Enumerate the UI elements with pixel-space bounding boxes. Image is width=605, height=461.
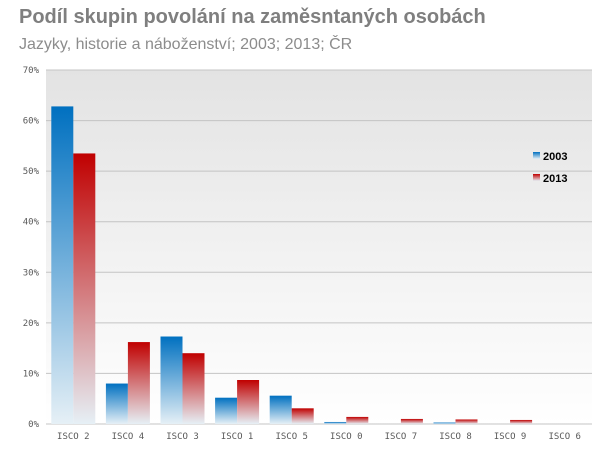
y-tick-label: 60% [23,117,40,127]
bar-2003-isco-8 [433,422,456,424]
legend-label: 2003 [543,151,567,163]
legend-label: 2013 [543,173,567,185]
x-tick-label: ISCO 0 [330,432,363,442]
bar-2003-isco-3 [160,336,183,424]
legend-swatch [533,152,540,159]
x-axis: ISCO 2 ISCO 4 ISCO 3 ISCO 1 ISCO 5 ISCO 0 ISCO… [57,432,581,442]
y-tick-label: 0% [28,420,39,430]
x-tick-label: ISCO 3 [166,432,199,442]
chart-title: Podíl skupin povolání na zaměsntaných os… [19,6,486,28]
y-tick-label: 30% [23,268,40,278]
x-tick-label: ISCO 2 [57,432,90,442]
legend-swatch [533,174,540,181]
x-tick-label: ISCO 1 [221,432,254,442]
bar-2003-isco-1 [215,397,238,424]
bar-2003-isco-0 [324,421,347,424]
bar-2003-isco-5 [269,395,292,424]
x-tick-label: ISCO 8 [439,432,472,442]
x-tick-label: ISCO 4 [112,432,145,442]
bar-2013-isco-1 [237,380,260,424]
bar-2013-isco-3 [182,353,205,424]
bar-2013-isco-4 [127,342,150,424]
x-tick-label: ISCO 6 [548,432,581,442]
x-tick-label: ISCO 9 [494,432,527,442]
chart-subtitle: Jazyky, historie a náboženství; 2003; 20… [19,36,353,53]
y-tick-label: 20% [23,319,40,329]
x-tick-label: ISCO 7 [385,432,418,442]
bar-2013-isco-8 [455,419,478,424]
bar-2013-isco-9 [510,419,533,424]
y-tick-label: 50% [23,167,40,177]
bars [51,106,533,424]
bar-2013-isco-7 [400,418,423,424]
bar-2003-isco-4 [105,383,128,424]
y-tick-label: 70% [23,66,40,76]
bar-2013-isco-5 [291,408,314,424]
y-tick-label: 10% [23,369,40,379]
bar-2013-isco-0 [346,416,369,424]
bar-2013-isco-2 [73,153,96,424]
legend: 2003 2013 [533,151,567,185]
x-tick-label: ISCO 5 [275,432,308,442]
gridlines [46,69,592,425]
y-axis: 0% 10% 20% 30% 40% 50% 60% 70% [23,66,40,430]
bar-2003-isco-2 [51,106,74,424]
y-tick-label: 40% [23,218,40,228]
